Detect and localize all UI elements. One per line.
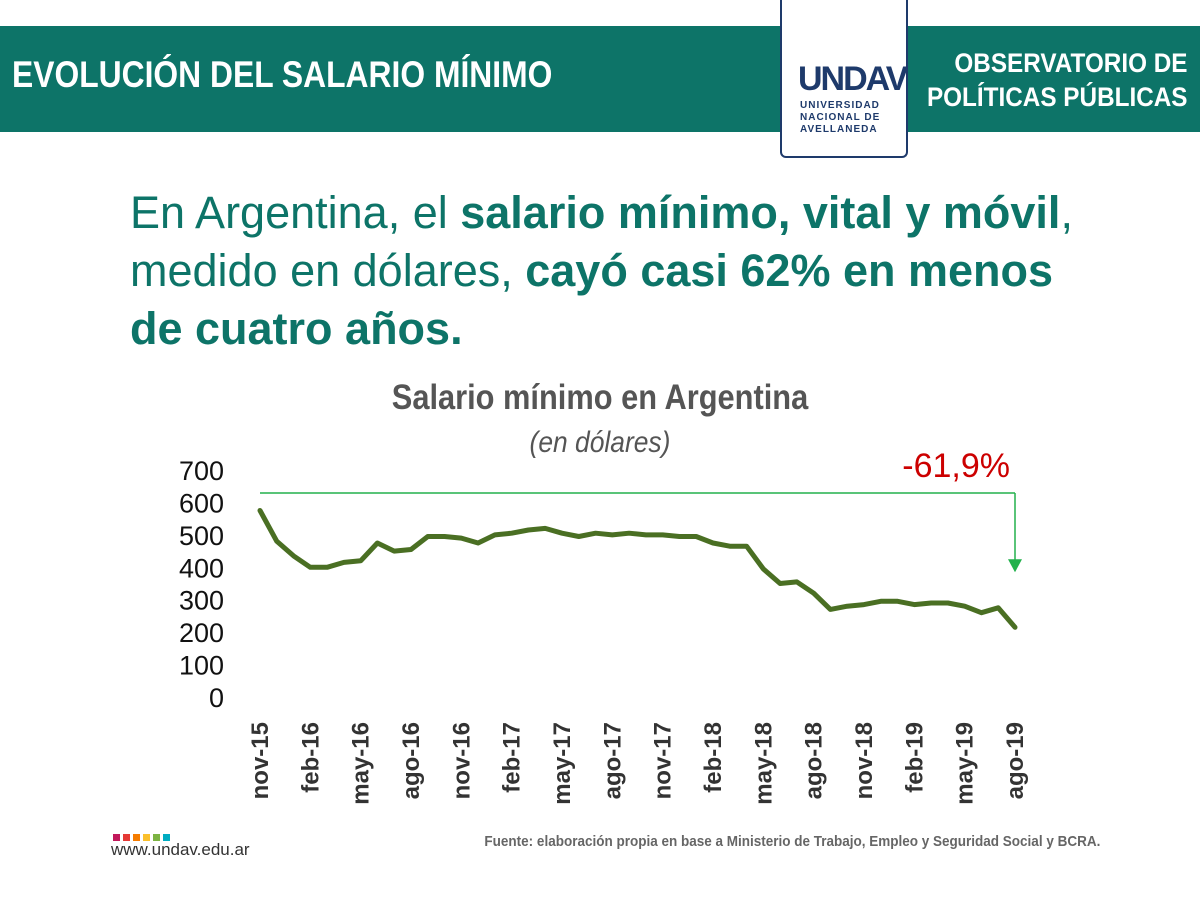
change-annotation: -61,9% bbox=[902, 447, 1010, 485]
x-tick-label: nov-15 bbox=[247, 722, 274, 799]
color-square bbox=[123, 834, 130, 841]
y-tick-label: 600 bbox=[179, 488, 224, 518]
x-tick-label: feb-18 bbox=[700, 722, 727, 793]
color-square bbox=[143, 834, 150, 841]
logo-line-3: AVELLANEDA bbox=[800, 124, 878, 135]
x-tick-label: ago-16 bbox=[398, 722, 425, 799]
arrow-head bbox=[1008, 559, 1022, 573]
y-tick-label: 100 bbox=[179, 651, 224, 681]
x-tick-label: ago-18 bbox=[801, 722, 828, 799]
organization-name: OBSERVATORIO DE POLÍTICAS PÚBLICAS bbox=[927, 46, 1188, 114]
logo-text: UNIVERSIDAD NACIONAL DE AVELLANEDA bbox=[800, 100, 900, 136]
y-tick-label: 500 bbox=[179, 521, 224, 551]
x-tick-label: feb-17 bbox=[499, 722, 526, 793]
undav-logo: UNDAV UNIVERSIDAD NACIONAL DE AVELLANEDA bbox=[780, 0, 908, 158]
x-tick-label: may-16 bbox=[348, 722, 375, 805]
organization-line-2: POLÍTICAS PÚBLICAS bbox=[927, 82, 1188, 112]
x-tick-label: may-17 bbox=[549, 722, 576, 805]
y-tick-label: 700 bbox=[179, 456, 224, 486]
source-note: Fuente: elaboración propia en base a Min… bbox=[484, 833, 1100, 850]
x-tick-label: may-19 bbox=[952, 722, 979, 805]
x-tick-label: nov-18 bbox=[851, 722, 878, 799]
organization-line-1: OBSERVATORIO DE bbox=[954, 48, 1188, 78]
color-square bbox=[153, 834, 160, 841]
x-tick-label: feb-19 bbox=[901, 722, 928, 793]
x-tick-label: nov-17 bbox=[650, 722, 677, 799]
page-title: EVOLUCIÓN DEL SALARIO MÍNIMO bbox=[12, 54, 553, 95]
headline-part-4: cayó casi 62% en menos de cuatro años. bbox=[130, 245, 1054, 354]
y-tick-label: 200 bbox=[179, 618, 224, 648]
chart-title: Salario mínimo en Argentina bbox=[391, 378, 809, 417]
chart-subtitle: (en dólares) bbox=[529, 426, 671, 459]
x-tick-label: may-18 bbox=[750, 722, 777, 805]
x-tick-label: feb-16 bbox=[297, 722, 324, 793]
brand-color-squares bbox=[113, 828, 173, 841]
headline-part-2: salario mínimo, vital y móvil bbox=[460, 187, 1061, 238]
y-tick-label: 300 bbox=[179, 586, 224, 616]
website-link[interactable]: www.undav.edu.ar bbox=[111, 840, 250, 859]
logo-line-2: NACIONAL DE bbox=[800, 112, 881, 123]
x-tick-label: ago-17 bbox=[599, 722, 626, 799]
salary-series-line bbox=[257, 508, 1018, 630]
y-tick-label: 0 bbox=[209, 683, 224, 713]
color-square bbox=[133, 834, 140, 841]
x-tick-label: nov-16 bbox=[448, 722, 475, 799]
headline-part-3: , medido en dólares, bbox=[130, 187, 1073, 296]
headline: En Argentina, el salario mínimo, vital y… bbox=[130, 184, 1080, 358]
color-square bbox=[163, 834, 170, 841]
logo-mark: UNDAV bbox=[798, 60, 908, 98]
y-tick-label: 400 bbox=[179, 553, 224, 583]
color-square bbox=[113, 834, 120, 841]
headline-part-1: En Argentina, el bbox=[130, 187, 461, 238]
header-banner bbox=[0, 26, 1200, 132]
logo-line-1: UNIVERSIDAD bbox=[800, 100, 880, 111]
x-tick-label: ago-19 bbox=[1002, 722, 1029, 799]
